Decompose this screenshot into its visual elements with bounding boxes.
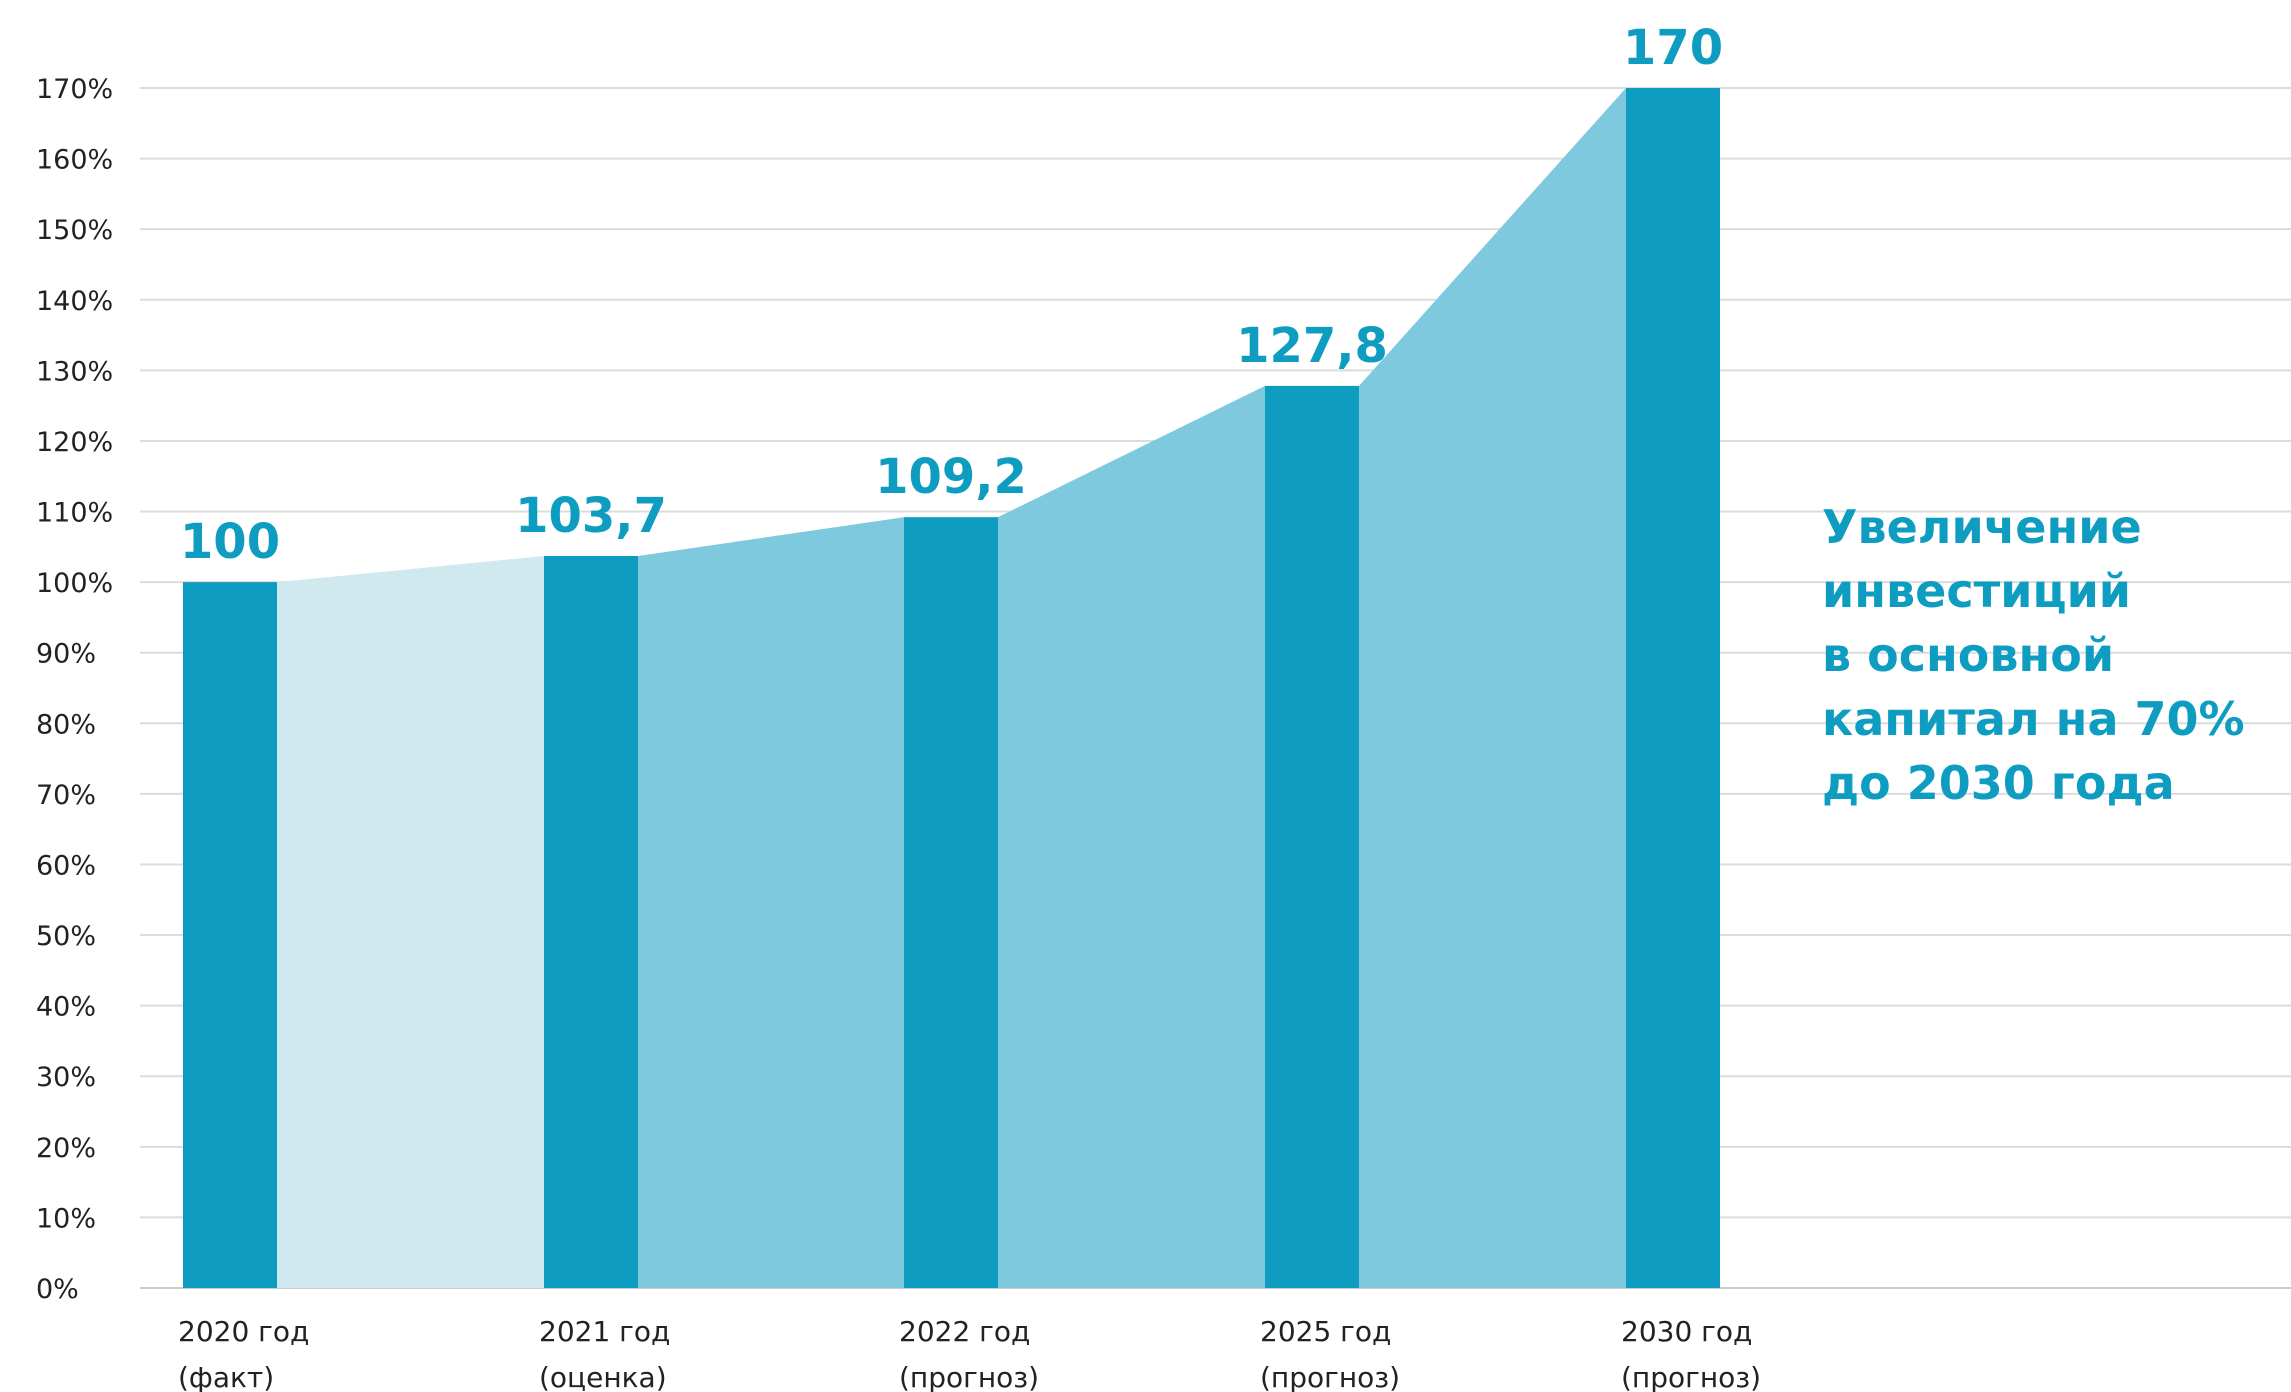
data-label: 170 — [1623, 20, 1723, 76]
y-tick-label: 150% — [36, 215, 113, 246]
annotation-line-1: Увеличение — [1822, 500, 2142, 554]
y-tick-label: 60% — [36, 850, 96, 881]
y-tick-label: 40% — [36, 992, 96, 1023]
y-tick-label: 70% — [36, 780, 96, 811]
x-tick-label: (прогноз) — [1260, 1361, 1400, 1392]
annotation-line-5: до 2030 года — [1822, 756, 2175, 810]
y-tick-label: 120% — [36, 427, 113, 458]
area-segment — [998, 385, 1265, 1289]
y-tick-label: 130% — [36, 356, 113, 387]
y-tick-label: 140% — [36, 286, 113, 317]
x-tick-label: 2022 год — [899, 1315, 1030, 1348]
y-tick-label: 170% — [36, 74, 113, 105]
annotation-line-3: в основной — [1822, 628, 2115, 682]
y-tick-label: 0% — [36, 1274, 79, 1305]
bar — [1626, 88, 1720, 1288]
x-tick-label: (прогноз) — [1621, 1361, 1761, 1392]
chart-annotation: Увеличение инвестиций в основной капитал… — [1822, 495, 2262, 815]
bar — [904, 517, 998, 1288]
y-tick-label: 10% — [36, 1203, 96, 1234]
y-tick-label: 50% — [36, 921, 96, 952]
bar — [183, 582, 277, 1288]
y-tick-label: 30% — [36, 1062, 96, 1093]
data-label: 109,2 — [875, 449, 1027, 505]
data-label: 127,8 — [1236, 318, 1388, 374]
y-tick-label: 90% — [36, 639, 96, 670]
x-tick-label: (прогноз) — [899, 1361, 1039, 1392]
y-tick-label: 100% — [36, 568, 113, 599]
bar — [544, 556, 638, 1288]
annotation-line-4: капитал на 70% — [1822, 692, 2245, 746]
bar — [1265, 385, 1359, 1289]
area-segment — [638, 517, 904, 1288]
x-tick-label: (оценка) — [539, 1361, 667, 1392]
y-tick-label: 80% — [36, 709, 96, 740]
area-segment — [1359, 88, 1626, 1288]
y-tick-label: 160% — [36, 145, 113, 176]
annotation-line-2: инвестиций — [1822, 564, 2132, 618]
x-tick-label: 2030 год — [1621, 1315, 1752, 1348]
x-tick-label: (факт) — [178, 1361, 274, 1392]
data-label: 103,7 — [515, 488, 667, 544]
data-label: 100 — [180, 514, 280, 570]
x-tick-label: 2021 год — [539, 1315, 670, 1348]
area-segment — [277, 556, 544, 1288]
x-tick-label: 2020 год — [178, 1315, 309, 1348]
x-tick-label: 2025 год — [1260, 1315, 1391, 1348]
y-tick-label: 20% — [36, 1133, 96, 1164]
y-tick-label: 110% — [36, 498, 113, 529]
